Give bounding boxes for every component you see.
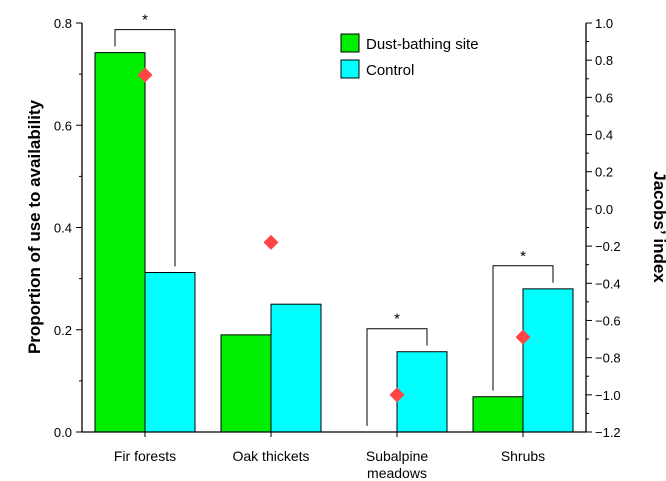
jacobs-marker-2: [389, 387, 405, 403]
significance-bracket-0: [114, 29, 176, 267]
significance-star-0: *: [142, 12, 148, 29]
y2-tick-label-11: 1.0: [595, 16, 613, 31]
legend-label-1: Control: [366, 62, 414, 79]
y-axis-title: Proportion of use to availability: [25, 99, 44, 354]
y2-tick-label-4: −0.4: [595, 276, 621, 291]
y2-tick-label-0: −1.2: [595, 425, 621, 440]
y2-tick-label-6: 0.0: [595, 202, 613, 217]
y2-tick-label-2: −0.8: [595, 351, 621, 366]
legend-swatch-1: [340, 59, 360, 79]
bars-layer: [94, 52, 574, 433]
bar-control-1: [270, 303, 322, 433]
bar-dust-bathing-site-3: [472, 396, 524, 433]
y-tick-label-0: 0.0: [54, 425, 72, 440]
bar-control-2: [396, 351, 448, 433]
significance-star-2: *: [394, 311, 400, 328]
y2-tick-label-5: −0.2: [595, 239, 621, 254]
axes: Fir forests Oak thickets Subalpine meadows S…: [54, 16, 621, 481]
jacobs-marker-1: [263, 234, 279, 250]
x-tick-label-3: Shrubs: [501, 448, 545, 464]
y2-tick-label-7: 0.2: [595, 165, 613, 180]
significance-star-3: *: [520, 248, 526, 265]
bar-control-0: [144, 271, 196, 433]
legend: Dust-bathing site Control: [340, 33, 479, 79]
significance-bracket-3: [492, 265, 554, 391]
bar-dust-bathing-site-1: [220, 334, 272, 433]
legend-swatch-0: [340, 33, 360, 53]
significance-bracket-2: [366, 328, 428, 426]
jacobs-markers: [137, 67, 531, 403]
y-tick-label-3: 0.6: [54, 118, 72, 133]
y2-tick-label-8: 0.4: [595, 128, 613, 143]
x-tick-label-2: Subalpine meadows: [366, 448, 428, 481]
y2-tick-label-10: 0.8: [595, 53, 613, 68]
y2-axis-title: Jacobs’ index: [650, 171, 666, 283]
y2-tick-label-1: −1.0: [595, 388, 621, 403]
jacobs-marker-3: [515, 329, 531, 345]
y2-tick-label-3: −0.6: [595, 313, 621, 328]
y-tick-label-2: 0.4: [54, 221, 72, 236]
bar-dust-bathing-site-0: [94, 52, 146, 433]
significance-brackets: * * *: [114, 12, 554, 426]
y-tick-label-4: 0.8: [54, 16, 72, 31]
y-tick-label-1: 0.2: [54, 323, 72, 338]
jacobs-marker-0: [137, 67, 153, 83]
legend-label-0: Dust-bathing site: [366, 36, 479, 53]
y2-tick-label-9: 0.6: [595, 90, 613, 105]
x-tick-label-0: Fir forests: [114, 448, 176, 464]
x-tick-label-1: Oak thickets: [232, 448, 309, 464]
bar-control-3: [522, 288, 574, 433]
